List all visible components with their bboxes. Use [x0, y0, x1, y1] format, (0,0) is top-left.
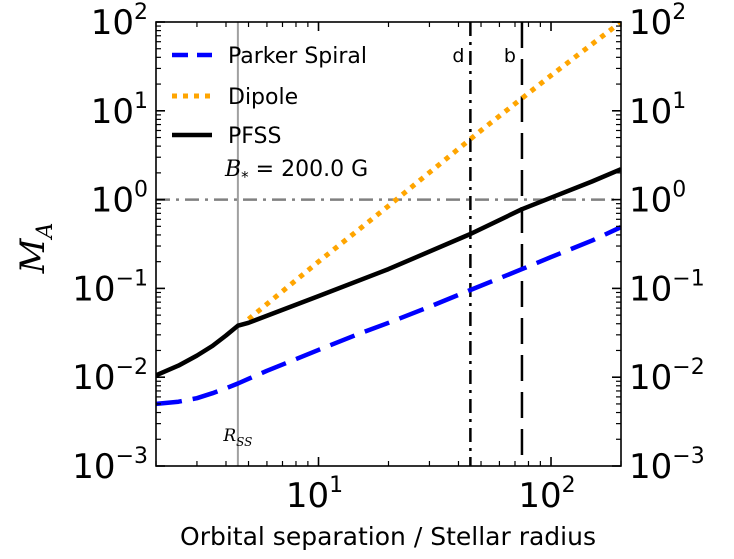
y-tick-label-left: 10−3: [72, 444, 148, 487]
y-tick-label-left: 100: [91, 178, 148, 221]
rss-label-sub: SS: [236, 435, 252, 449]
planet-label-b: b: [504, 45, 516, 67]
legend-label: Dipole: [228, 85, 298, 110]
legend: Parker Spiral Dipole PFSS: [172, 44, 367, 149]
legend-label: Parker Spiral: [228, 44, 367, 69]
rss-label: RSS: [222, 426, 252, 449]
field-symbol: B: [224, 157, 241, 182]
y-axis-sub: A: [33, 223, 58, 241]
x-axis-title: Orbital separation / Stellar radius: [180, 522, 596, 551]
field-value: = 200.0 G: [249, 157, 368, 182]
y-tick-label-right: 102: [629, 0, 686, 43]
axes-frame: [155, 21, 622, 467]
planet-label-d: d: [452, 45, 464, 67]
series-parker-spiral: [156, 225, 621, 407]
y-tick-label-left: 102: [91, 0, 148, 43]
y-tick-label-right: 100: [629, 178, 686, 221]
y-axis-title: MA: [13, 223, 58, 275]
field-strength-annotation: B* = 200.0 G: [224, 157, 368, 186]
rss-label-main: R: [222, 426, 236, 446]
legend-label: PFSS: [228, 124, 281, 149]
y-tick-label-left: 101: [91, 89, 148, 132]
plot-area: [156, 22, 621, 466]
ticks: 101 102 10−3 10−3 10−2 10−2 10−1 10−1 100 100 101 1…: [72, 0, 704, 516]
series-pfss: [156, 167, 621, 378]
y-axis-main: M: [13, 237, 53, 274]
y-tick-label-right: 10−2: [629, 355, 705, 398]
y-tick-label-right: 10−3: [629, 444, 705, 487]
reference-labels: RSS d b: [222, 45, 516, 449]
x-tick-label: 101: [286, 473, 343, 516]
y-tick-label-left: 10−2: [72, 355, 148, 398]
y-tick-label-left: 10−1: [72, 266, 148, 309]
field-subscript: *: [241, 168, 249, 186]
x-tick-label: 102: [518, 473, 575, 516]
y-tick-label-right: 101: [629, 89, 686, 132]
y-tick-label-right: 10−1: [629, 266, 705, 309]
